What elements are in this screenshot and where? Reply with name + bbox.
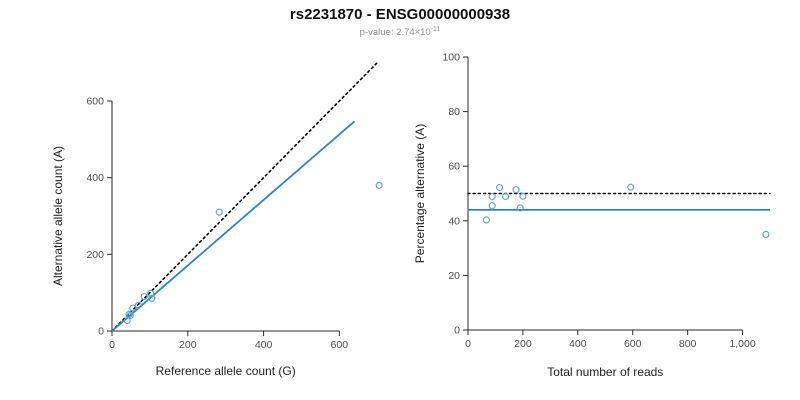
y-tick-label: 80 bbox=[448, 106, 460, 118]
x-axis-label: Total number of reads bbox=[547, 365, 663, 379]
x-tick-label: 400 bbox=[569, 338, 587, 350]
data-point bbox=[125, 310, 133, 319]
data-point bbox=[375, 181, 383, 189]
x-axis-label: Reference allele count (G) bbox=[156, 364, 296, 378]
y-axis-label: Alternative allele count (A) bbox=[51, 146, 65, 286]
data-point bbox=[502, 192, 510, 201]
y-tick-label: 0 bbox=[454, 325, 460, 337]
data-point bbox=[126, 312, 134, 320]
x-tick-label: 600 bbox=[331, 339, 349, 351]
data-point bbox=[482, 216, 490, 224]
data-point bbox=[488, 192, 496, 201]
y-tick-label: 600 bbox=[86, 96, 104, 108]
pvalue-subtitle: p-value: 2.74×10-11 bbox=[0, 26, 800, 38]
data-point bbox=[147, 289, 155, 297]
x-tick-label: 0 bbox=[109, 339, 115, 351]
y-axis-label: Percentage alternative (A) bbox=[413, 124, 427, 263]
identity-line bbox=[111, 61, 379, 332]
data-point bbox=[762, 230, 770, 238]
y-tick-label: 100 bbox=[442, 52, 460, 64]
data-point bbox=[627, 183, 635, 191]
data-point bbox=[519, 192, 527, 200]
y-tick-label: 40 bbox=[448, 215, 460, 227]
y-tick-label: 60 bbox=[448, 161, 460, 173]
data-point bbox=[215, 208, 223, 216]
data-point bbox=[129, 304, 137, 312]
data-point bbox=[512, 186, 520, 194]
chart-percentage: 0 200 400 600 800 1,000 0 20 40 60 80 100 Total numb… bbox=[413, 52, 771, 379]
pvalue-exponent: -11 bbox=[430, 26, 441, 33]
chart-allele-counts: 0 200 400 600 0 200 400 600 Reference allele cou… bbox=[51, 61, 383, 378]
y-tick-label: 0 bbox=[98, 326, 104, 338]
x-tick-label: 1,000 bbox=[729, 338, 755, 350]
fit-line bbox=[111, 120, 356, 332]
x-tick-label: 600 bbox=[624, 338, 642, 350]
x-tick-label: 0 bbox=[465, 338, 471, 350]
x-tick-label: 800 bbox=[679, 338, 697, 350]
page-title: rs2231870 - ENSG00000000938 bbox=[289, 6, 511, 23]
x-tick-label: 400 bbox=[255, 339, 273, 351]
data-point bbox=[140, 292, 148, 301]
data-point bbox=[148, 294, 156, 302]
data-point bbox=[488, 202, 496, 210]
data-point bbox=[134, 301, 143, 309]
x-tick-label: 200 bbox=[179, 339, 197, 351]
y-tick-label: 200 bbox=[86, 249, 104, 261]
y-tick-label: 400 bbox=[86, 172, 104, 184]
data-point bbox=[496, 183, 504, 192]
pvalue-text: p-value: 2.74×10 bbox=[359, 27, 431, 39]
data-point bbox=[516, 204, 524, 212]
x-tick-label: 200 bbox=[514, 338, 532, 350]
y-tick-label: 20 bbox=[448, 270, 460, 282]
data-point bbox=[123, 317, 131, 325]
